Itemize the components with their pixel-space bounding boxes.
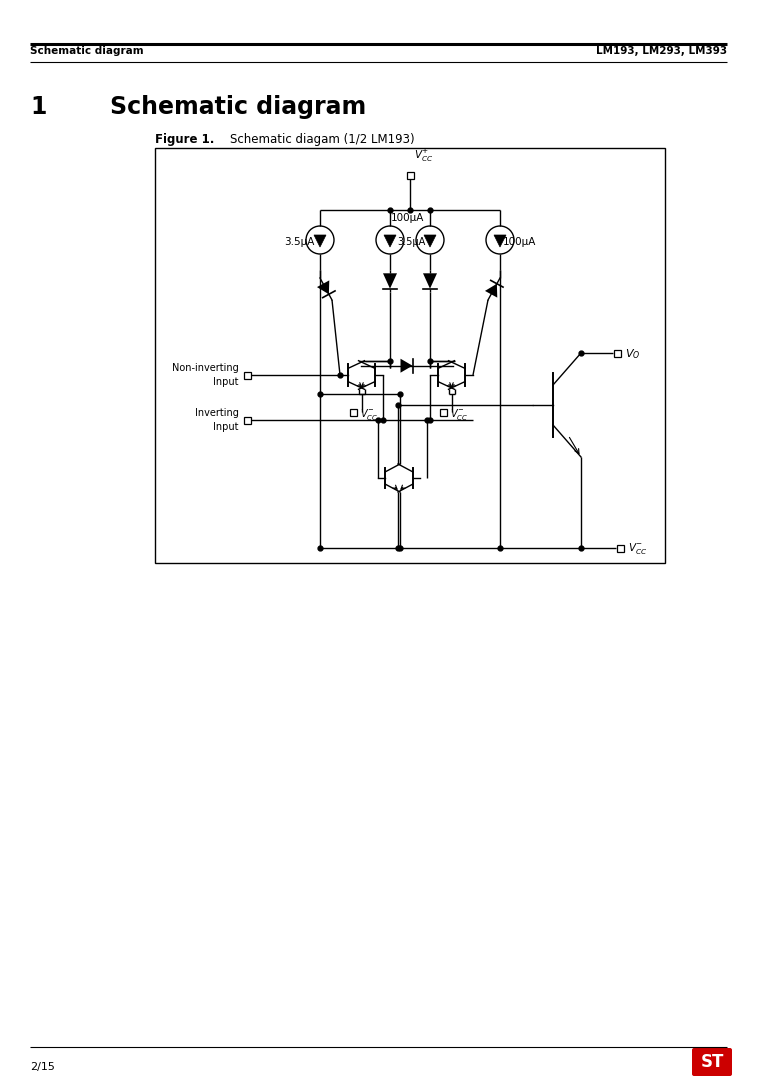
- Text: 2/15: 2/15: [30, 1062, 55, 1073]
- Polygon shape: [494, 235, 506, 247]
- Text: 1: 1: [30, 95, 46, 119]
- Text: Inverting: Inverting: [195, 408, 239, 418]
- Text: Figure 1.: Figure 1.: [155, 133, 214, 146]
- Text: $V_O$: $V_O$: [625, 347, 640, 360]
- Text: $V_{CC}^{-}$: $V_{CC}^{-}$: [450, 407, 469, 422]
- Text: Non-inverting: Non-inverting: [173, 363, 239, 373]
- Polygon shape: [485, 284, 497, 298]
- FancyBboxPatch shape: [692, 1048, 732, 1076]
- Text: $V_{CC}^{+}$: $V_{CC}^{+}$: [414, 148, 433, 164]
- Text: 100μA: 100μA: [391, 213, 425, 223]
- Text: LM193, LM293, LM393: LM193, LM293, LM393: [596, 46, 727, 56]
- Text: $V_{CC}^{-}$: $V_{CC}^{-}$: [628, 542, 647, 557]
- Bar: [350, 409, 357, 415]
- Bar: [155, 148, 665, 563]
- Text: Input: Input: [213, 422, 239, 432]
- Text: ST: ST: [700, 1053, 724, 1071]
- Polygon shape: [384, 235, 396, 247]
- Polygon shape: [317, 281, 329, 295]
- Text: 3.5μA: 3.5μA: [397, 237, 426, 247]
- Polygon shape: [314, 235, 326, 247]
- Text: Schematic diagam (1/2 LM193): Schematic diagam (1/2 LM193): [230, 133, 415, 146]
- Text: $V_{CC}^{-}$: $V_{CC}^{-}$: [360, 407, 378, 422]
- Polygon shape: [424, 235, 436, 247]
- Bar: [244, 371, 251, 379]
- Bar: [616, 545, 624, 551]
- Text: 3.5μA: 3.5μA: [285, 237, 315, 247]
- Bar: [440, 409, 447, 415]
- Text: Schematic diagram: Schematic diagram: [30, 46, 144, 56]
- Bar: [244, 416, 251, 423]
- Polygon shape: [423, 273, 437, 289]
- Text: Input: Input: [213, 377, 239, 387]
- Text: 100μA: 100μA: [503, 237, 537, 247]
- Bar: [407, 172, 413, 178]
- Text: Schematic diagram: Schematic diagram: [110, 95, 366, 119]
- Polygon shape: [383, 273, 397, 289]
- Polygon shape: [400, 358, 413, 372]
- Bar: [613, 350, 621, 356]
